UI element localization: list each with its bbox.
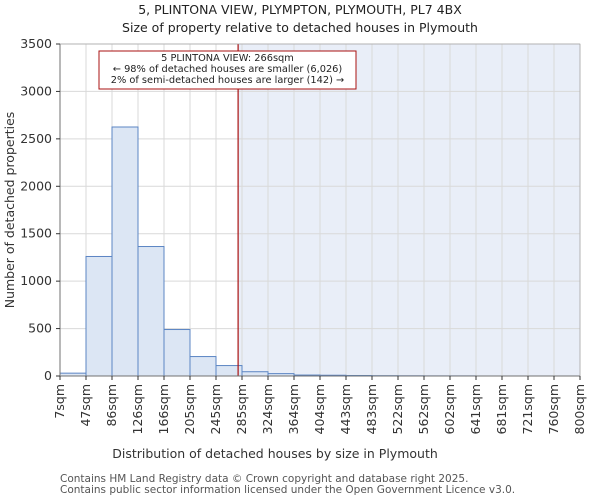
x-tick-label: 800sqm [572, 384, 587, 434]
y-tick-label: 3000 [20, 83, 52, 98]
annotation-line-2: ← 98% of detached houses are smaller (6,… [113, 64, 343, 75]
x-tick-label: 681sqm [494, 384, 509, 434]
x-tick-label: 562sqm [416, 384, 431, 434]
x-tick-label: 166sqm [156, 384, 171, 434]
x-axis-label: Distribution of detached houses by size … [112, 446, 438, 461]
annotation-line-3: 2% of semi-detached houses are larger (1… [111, 75, 345, 86]
x-tick-label: 404sqm [312, 384, 327, 434]
y-axis-label: Number of detached properties [2, 112, 17, 309]
x-tick-label: 126sqm [130, 384, 145, 434]
larger-region-shade [238, 44, 580, 376]
footer-line-1: Contains HM Land Registry data © Crown c… [60, 473, 469, 485]
y-tick-label: 3500 [20, 36, 52, 51]
histogram-bar [137, 246, 165, 377]
x-tick-label: 285sqm [234, 384, 249, 434]
y-tick-label: 500 [28, 321, 52, 336]
footer-line-2: Contains public sector information licen… [60, 484, 516, 496]
chart-subtitle: Size of property relative to detached ho… [122, 20, 478, 35]
x-tick-label: 443sqm [338, 384, 353, 434]
x-tick-label: 760sqm [546, 384, 561, 434]
x-tick-label: 7sqm [52, 384, 67, 419]
x-tick-label: 47sqm [78, 384, 93, 427]
chart-title: 5, PLINTONA VIEW, PLYMPTON, PLYMOUTH, PL… [138, 2, 462, 17]
y-tick-label: 0 [44, 368, 52, 383]
x-tick-label: 522sqm [390, 384, 405, 434]
annotation-box [98, 50, 357, 90]
x-tick-label: 641sqm [468, 384, 483, 434]
histogram-bar [241, 371, 269, 377]
histogram-bar [189, 356, 217, 377]
x-tick-label: 86sqm [104, 384, 119, 427]
x-tick-label: 245sqm [208, 384, 223, 434]
y-tick-label: 2000 [20, 178, 52, 193]
x-tick-label: 483sqm [364, 384, 379, 434]
y-tick-label: 1000 [20, 273, 52, 288]
y-tick-label: 2500 [20, 131, 52, 146]
x-tick-label: 721sqm [520, 384, 535, 434]
histogram-bar [85, 255, 113, 377]
annotation-line-1: 5 PLINTONA VIEW: 266sqm [161, 53, 294, 64]
x-tick-label: 205sqm [182, 384, 197, 434]
x-tick-label: 602sqm [442, 384, 457, 434]
histogram-bar [163, 329, 191, 377]
x-tick-label: 324sqm [260, 384, 275, 434]
y-tick-label: 1500 [20, 226, 52, 241]
histogram-bar [111, 126, 139, 377]
x-tick-label: 364sqm [286, 384, 301, 434]
